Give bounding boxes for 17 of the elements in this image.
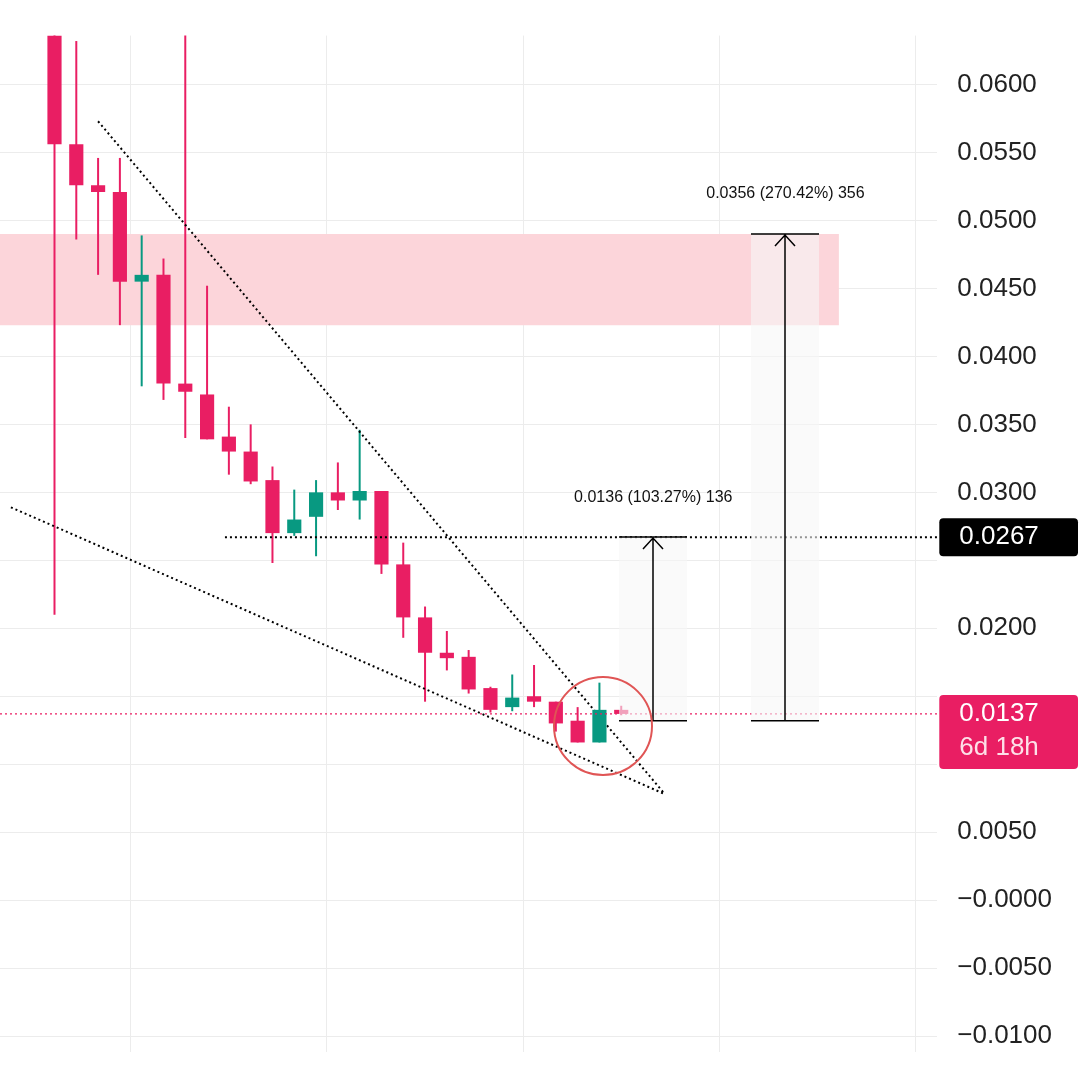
- y-tick-label: 0.0600: [957, 67, 1037, 98]
- y-tick-label: 0.0550: [957, 135, 1037, 166]
- annotation: 0.0356 (270.42%) 356: [706, 184, 865, 202]
- y-tick-label: 0.0450: [957, 271, 1037, 302]
- annotation: 0.0136 (103.27%) 136: [574, 487, 733, 505]
- y-tick-label: 0.0500: [957, 203, 1037, 234]
- y-tick-label: 0.0400: [957, 339, 1037, 370]
- ref-line-label: 0.0137: [959, 697, 1039, 728]
- y-tick-label: 0.0350: [957, 407, 1037, 438]
- ref-line-label: 0.0267: [959, 520, 1039, 551]
- y-tick-label: 0.0050: [957, 815, 1037, 846]
- y-tick-label: −0.0100: [957, 1019, 1053, 1050]
- y-tick-label: −0.0000: [957, 883, 1053, 914]
- y-tick-label: −0.0050: [957, 951, 1053, 982]
- y-tick-label: 0.0300: [957, 475, 1037, 506]
- y-tick-label: 0.0200: [957, 611, 1037, 642]
- text: 6d 18h: [959, 731, 1039, 762]
